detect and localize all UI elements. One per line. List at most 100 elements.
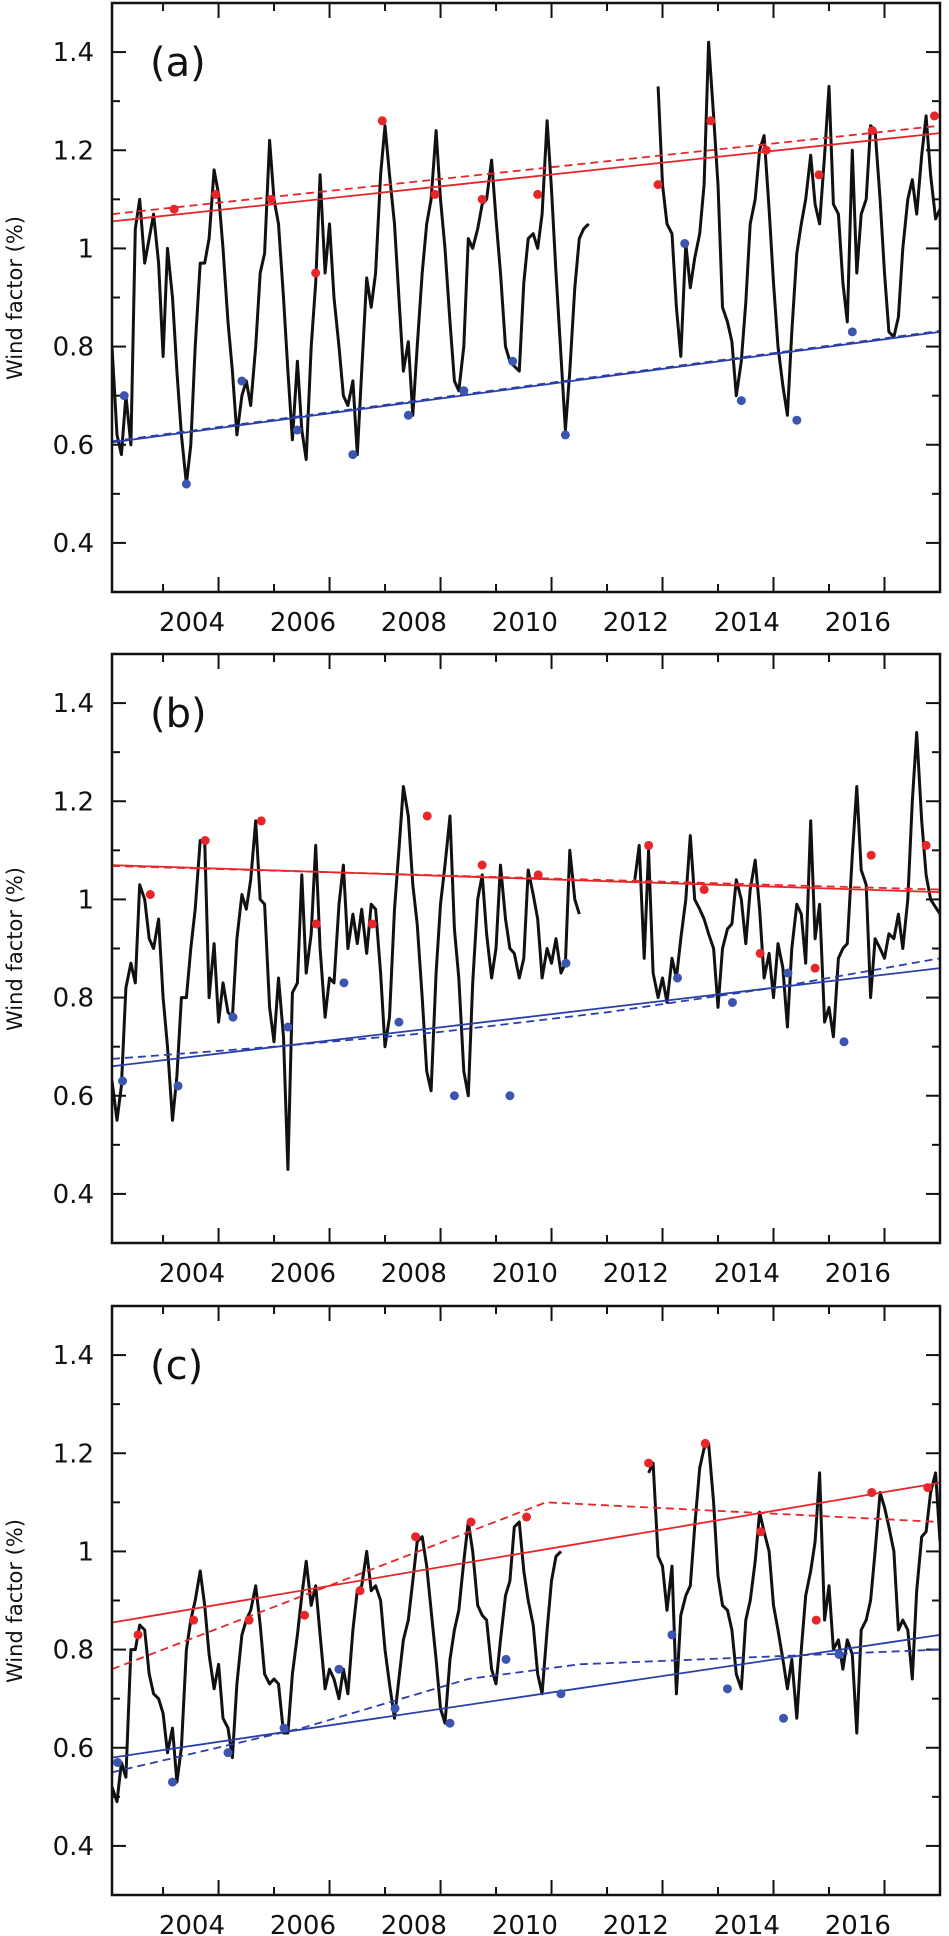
minimum-point [167, 1777, 177, 1787]
x-tick-label: 2004 [159, 1259, 225, 1289]
x-tick-label: 2012 [603, 1259, 669, 1289]
plot-frame [110, 652, 942, 1245]
trend-line [112, 1481, 940, 1624]
panel-label: (c) [150, 1343, 203, 1389]
x-tick-label: 2012 [603, 1911, 669, 1936]
maximum-point [522, 1512, 532, 1522]
maximum-point [200, 836, 210, 846]
y-tick-label: 1 [77, 1537, 94, 1567]
plot-area [112, 731, 940, 1171]
maximum-point [761, 145, 771, 155]
maximum-point [355, 1586, 365, 1596]
maximum-point [653, 180, 663, 190]
x-tick-label: 2014 [714, 1259, 780, 1289]
minimum-point [560, 430, 570, 440]
maximum-point [133, 1630, 143, 1640]
y-tick-label: 0.8 [53, 333, 94, 363]
maximum-point [266, 194, 276, 204]
maximum-point [367, 919, 377, 929]
y-tick-label: 0.6 [53, 1734, 94, 1764]
y-tick-label: 0.8 [53, 984, 94, 1014]
x-tick-label: 2008 [381, 1259, 447, 1289]
maximum-point [929, 111, 939, 121]
minimum-point [722, 1684, 732, 1694]
maximum-point [256, 816, 266, 826]
minimum-point [292, 425, 302, 435]
x-tick-label: 2014 [714, 608, 780, 638]
x-tick-label: 2008 [381, 1911, 447, 1936]
y-tick-label: 0.6 [53, 1082, 94, 1112]
y-tick-label: 0.4 [53, 1180, 94, 1210]
maximum-point [430, 189, 440, 199]
x-tick-label: 2010 [492, 1911, 558, 1936]
panel-b: (b) Wind factor (%) 0.4 0.6 0.8 1 1.2 1.4 2004… [3, 652, 942, 1289]
trend-line-dashed [112, 124, 940, 215]
x-tick-label: 2016 [825, 608, 891, 638]
y-axis-label: Wind factor (%) [3, 867, 27, 1031]
x-tick-label: 2016 [825, 1911, 891, 1936]
x-tick-label: 2014 [714, 1911, 780, 1936]
minimum-point [173, 1081, 183, 1091]
trend-line-dashed [112, 957, 940, 1060]
minimum-point [508, 356, 518, 366]
maximum-point [189, 1615, 199, 1625]
x-tick-label: 2004 [159, 608, 225, 638]
minimum-point [449, 1091, 459, 1101]
minimum-point [334, 1664, 344, 1674]
maximum-point [300, 1610, 310, 1620]
minimum-point [223, 1748, 233, 1758]
panel-c: (c) Wind factor (%) 0.4 0.6 0.8 1 1.2 1.4 2004… [3, 1304, 942, 1936]
minimum-point [667, 1630, 677, 1640]
panel-label: (a) [150, 40, 206, 86]
minimum-point [847, 327, 857, 337]
panel-a: (a) Wind factor (%) 0.4 0.6 0.8 1 1.2 1.4 2004… [3, 1, 942, 638]
minimum-point [736, 396, 746, 406]
y-tick-label: 0.8 [53, 1636, 94, 1666]
y-tick-label: 1.4 [53, 38, 94, 68]
x-tick-label: 2008 [381, 608, 447, 638]
y-tick-label: 0.4 [53, 529, 94, 559]
plot-frame [110, 1304, 942, 1897]
y-axis-label: Wind factor (%) [3, 216, 27, 380]
maximum-point [814, 170, 824, 180]
minimum-point [113, 1757, 123, 1767]
maximum-point [477, 860, 487, 870]
minimum-point [394, 1017, 404, 1027]
y-tick-label: 1.2 [53, 787, 94, 817]
maximum-point [244, 1615, 254, 1625]
minimum-point [339, 978, 349, 988]
minimum-point [779, 1713, 789, 1723]
wind-factor-line [656, 40, 940, 417]
wind-factor-line [112, 785, 581, 1171]
minimum-point [839, 1037, 849, 1047]
maximum-point [211, 189, 221, 199]
y-tick-label: 0.4 [53, 1832, 94, 1862]
y-tick-label: 1.4 [53, 1341, 94, 1371]
maximum-point [755, 948, 765, 958]
minimum-point [680, 239, 690, 249]
trend-line [112, 132, 940, 223]
minimum-point [834, 1649, 844, 1659]
minimum-point [279, 1723, 289, 1733]
y-tick-label: 1.2 [53, 136, 94, 166]
minimum-point [118, 1076, 128, 1086]
maximum-point [644, 840, 654, 850]
maximum-point [311, 268, 321, 278]
minimum-point [673, 973, 683, 983]
maximum-point [145, 890, 155, 900]
minimum-point [283, 1022, 293, 1032]
maximum-point [867, 126, 877, 136]
wind-factor-line [633, 731, 940, 1039]
maximum-point [466, 1517, 476, 1527]
plot-area [112, 40, 940, 489]
trend-line-dashed [112, 865, 940, 891]
maximum-point [756, 1527, 766, 1537]
minimum-point [237, 376, 247, 386]
maximum-point [699, 885, 709, 895]
maximum-point [923, 1483, 933, 1493]
y-tick-label: 0.6 [53, 431, 94, 461]
maximum-point [169, 204, 179, 214]
x-tick-label: 2006 [270, 608, 336, 638]
trend-line [112, 864, 940, 893]
